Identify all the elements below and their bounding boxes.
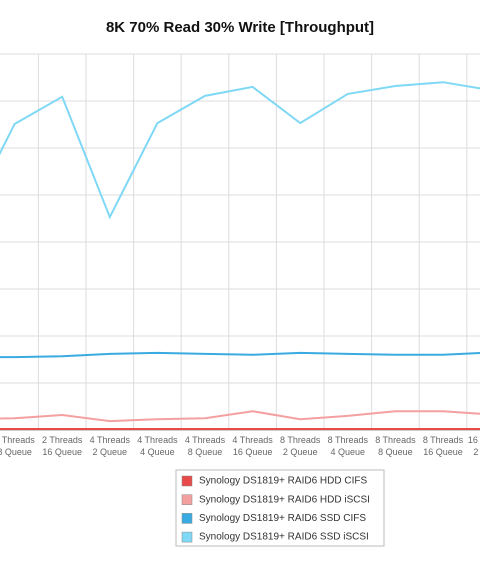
x-tick-line: 8 Queue xyxy=(188,447,223,457)
x-tick-label: 2 Threads 16 Queue xyxy=(42,435,83,457)
x-tick-line: 4 Threads xyxy=(90,435,131,445)
x-tick-line: 2 Queue xyxy=(473,447,480,457)
x-tick-line: 4 Threads xyxy=(137,435,178,445)
legend-label: Synology DS1819+ RAID6 HDD iSCSI xyxy=(199,494,370,505)
x-tick-line: 16 Queue xyxy=(423,447,463,457)
series-line xyxy=(0,410,480,423)
legend-label: Synology DS1819+ RAID6 SSD CIFS xyxy=(199,513,366,524)
x-tick-line: 4 Threads xyxy=(185,435,226,445)
legend xyxy=(175,469,385,547)
x-tick-line: 8 Queue xyxy=(0,447,32,457)
x-tick-line: 16 Queue xyxy=(233,447,273,457)
series-line xyxy=(0,351,480,359)
x-tick-line: 8 Threads xyxy=(328,435,369,445)
x-tick-label: 16 Threads 2 Queue xyxy=(468,435,480,457)
x-tick-label: 4 Threads 16 Queue xyxy=(232,435,273,457)
x-tick-line: 4 Queue xyxy=(331,447,366,457)
x-tick-line: 4 Threads xyxy=(232,435,273,445)
x-tick-line: 2 Queue xyxy=(283,447,318,457)
x-tick-label: 8 Threads 4 Queue xyxy=(328,435,369,457)
x-tick-label: 2 Threads 8 Queue xyxy=(0,435,35,457)
legend-swatch xyxy=(181,494,193,505)
x-tick-label: 8 Threads 2 Queue xyxy=(280,435,321,457)
x-tick-line: 8 Queue xyxy=(378,447,413,457)
legend-swatch xyxy=(181,475,193,487)
x-tick-label: 4 Threads 8 Queue xyxy=(185,435,226,457)
x-tick-line: 16 Threads xyxy=(468,435,480,445)
legend-swatch xyxy=(181,531,193,543)
x-tick-label: 8 Threads 16 Queue xyxy=(423,435,464,457)
x-tick-line: 4 Queue xyxy=(140,447,175,457)
chart-title: 8K 70% Read 30% Write [Throughput] xyxy=(106,19,374,36)
x-tick-label: 4 Threads 4 Queue xyxy=(137,435,178,457)
x-tick-line: 8 Threads xyxy=(423,435,464,445)
x-tick-line: 16 Queue xyxy=(42,447,82,457)
series-line xyxy=(0,81,480,220)
x-tick-line: 8 Threads xyxy=(375,435,416,445)
x-tick-line: 2 Threads xyxy=(42,435,83,445)
x-tick-line: 8 Threads xyxy=(280,435,321,445)
legend-label: Synology DS1819+ RAID6 SSD iSCSI xyxy=(199,532,369,543)
legend-swatch xyxy=(181,513,193,524)
x-tick-line: 2 Threads xyxy=(0,435,35,445)
legend-label: Synology DS1819+ RAID6 HDD CIFS xyxy=(199,476,367,487)
x-tick-label: 8 Threads 8 Queue xyxy=(375,435,416,457)
x-tick-line: 2 Queue xyxy=(93,447,128,457)
x-tick-label: 4 Threads 2 Queue xyxy=(90,435,131,457)
